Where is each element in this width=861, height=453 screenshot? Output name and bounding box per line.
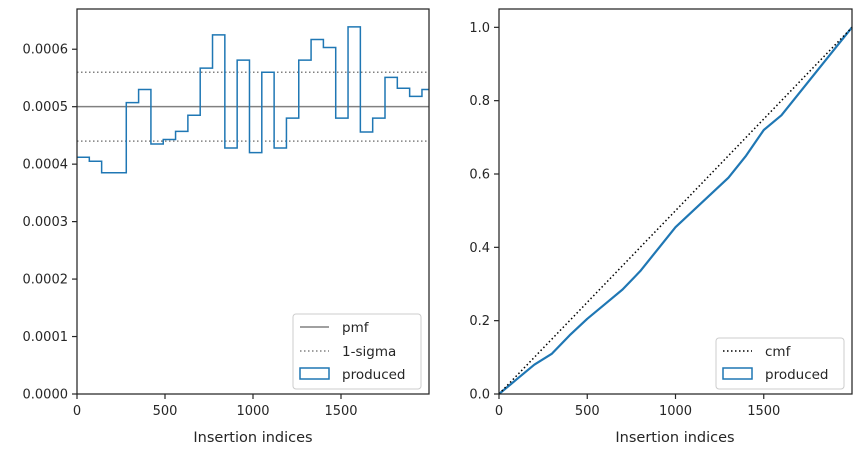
left-y-tick-label: 0.0004 xyxy=(23,158,69,173)
legend-produced-swatch xyxy=(299,367,330,380)
left-y-tick-label: 0.0002 xyxy=(23,273,69,288)
legend-cmf-label: cmf xyxy=(765,344,792,360)
legend-produced-label-right: produced xyxy=(765,367,829,383)
left-y-tick-label: 0.0003 xyxy=(23,215,69,230)
left-x-axis-label: Insertion indices xyxy=(193,430,312,446)
right-plot-marks xyxy=(498,26,853,395)
legend-pmf-label: pmf xyxy=(342,320,370,336)
right-x-tick-label: 0 xyxy=(495,404,503,419)
left-x-ticks: 0 500 1000 1500 xyxy=(73,394,358,419)
left-x-tick-label: 0 xyxy=(73,404,81,419)
right-x-axis-label: Insertion indices xyxy=(615,430,734,446)
right-y-tick-label: 0.8 xyxy=(469,94,490,109)
right-axes-frame xyxy=(498,8,853,395)
right-y-tick-label: 1.0 xyxy=(469,21,490,36)
left-y-tick-label: 0.0006 xyxy=(23,43,69,58)
left-y-tick-label: 0.0000 xyxy=(23,388,69,403)
right-x-tick-label: 1500 xyxy=(747,404,780,419)
left-legend: pmf 1-sigma produced xyxy=(292,313,422,390)
right-x-ticks: 0 500 1000 1500 xyxy=(495,394,780,419)
left-y-tick-label: 0.0001 xyxy=(23,330,69,345)
right-y-tick-label: 0.2 xyxy=(469,314,490,329)
right-y-ticks: 0.0 0.2 0.4 0.6 0.8 1.0 xyxy=(469,21,499,403)
right-y-tick-label: 0.4 xyxy=(469,241,490,256)
left-y-ticks: 0.0000 0.0001 0.0002 0.0003 0.0004 0.0005 0.00… xyxy=(23,43,77,403)
right-y-tick-label: 0.0 xyxy=(469,388,490,403)
left-x-tick-label: 1500 xyxy=(324,404,357,419)
legend-produced-swatch-right xyxy=(722,367,753,380)
legend-1-sigma-label: 1-sigma xyxy=(342,344,396,360)
produced-cumulative-series xyxy=(498,26,853,395)
left-x-tick-label: 500 xyxy=(153,404,178,419)
right-x-tick-label: 500 xyxy=(575,404,600,419)
left-legend-frame xyxy=(292,313,422,390)
left-plot-marks xyxy=(77,26,429,174)
left-x-tick-label: 1000 xyxy=(236,404,269,419)
right-x-tick-label: 1000 xyxy=(659,404,692,419)
right-legend: cmf produced xyxy=(715,337,845,390)
left-y-tick-label: 0.0005 xyxy=(23,100,69,115)
right-panel: 0 500 1000 1500 0.0 0.2 0.4 0.6 0.8 1.0 Insertio… xyxy=(469,8,853,446)
right-y-tick-label: 0.6 xyxy=(469,168,490,183)
left-panel: 0 500 1000 1500 0.00000.00010.00020.00030.0… xyxy=(23,8,430,446)
cmf-line xyxy=(498,26,853,395)
legend-produced-label: produced xyxy=(342,367,406,383)
produced-step-series xyxy=(77,26,429,174)
